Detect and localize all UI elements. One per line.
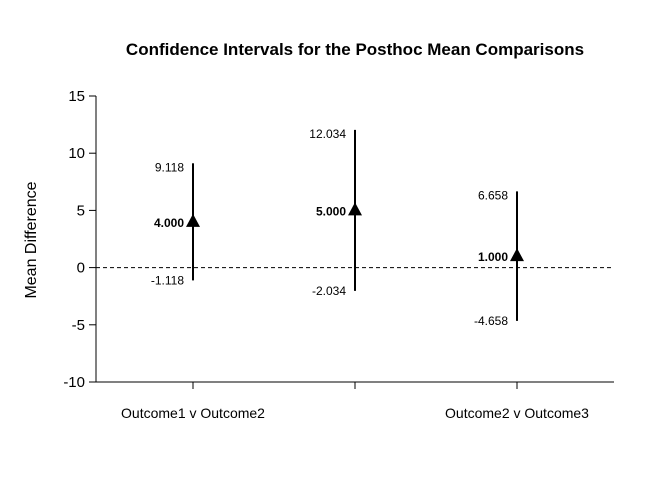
mean-marker <box>348 202 362 216</box>
y-axis-label: Mean Difference <box>23 181 40 298</box>
mean-label: 5.000 <box>316 204 346 218</box>
mean-marker <box>186 213 200 227</box>
upper-ci-label: 12.034 <box>309 127 346 141</box>
y-tick-label: 5 <box>77 202 85 219</box>
lower-ci-label: -2.034 <box>312 284 346 298</box>
mean-label: 4.000 <box>154 216 184 230</box>
x-tick-label: Outcome1 v Outcome2 <box>121 405 265 421</box>
y-tick-label: 10 <box>68 145 85 162</box>
upper-ci-label: 6.658 <box>478 188 508 202</box>
mean-label: 1.000 <box>478 250 508 264</box>
y-tick-label: -10 <box>63 374 85 391</box>
lower-ci-label: -4.658 <box>474 314 508 328</box>
y-tick-label: -5 <box>72 317 85 334</box>
x-tick-label: Outcome2 v Outcome3 <box>445 405 589 421</box>
mean-marker <box>510 248 524 262</box>
lower-ci-label: -1.118 <box>151 273 184 287</box>
y-tick-label: 0 <box>77 260 85 277</box>
upper-ci-label: 9.118 <box>155 160 184 174</box>
chart-title: Confidence Intervals for the Posthoc Mea… <box>126 40 584 59</box>
plot-area: 15 10 5 0 -5 -10 Outcome1 v Outcome2 Outcome2 v… <box>63 88 614 421</box>
y-tick-label: 15 <box>68 88 85 105</box>
